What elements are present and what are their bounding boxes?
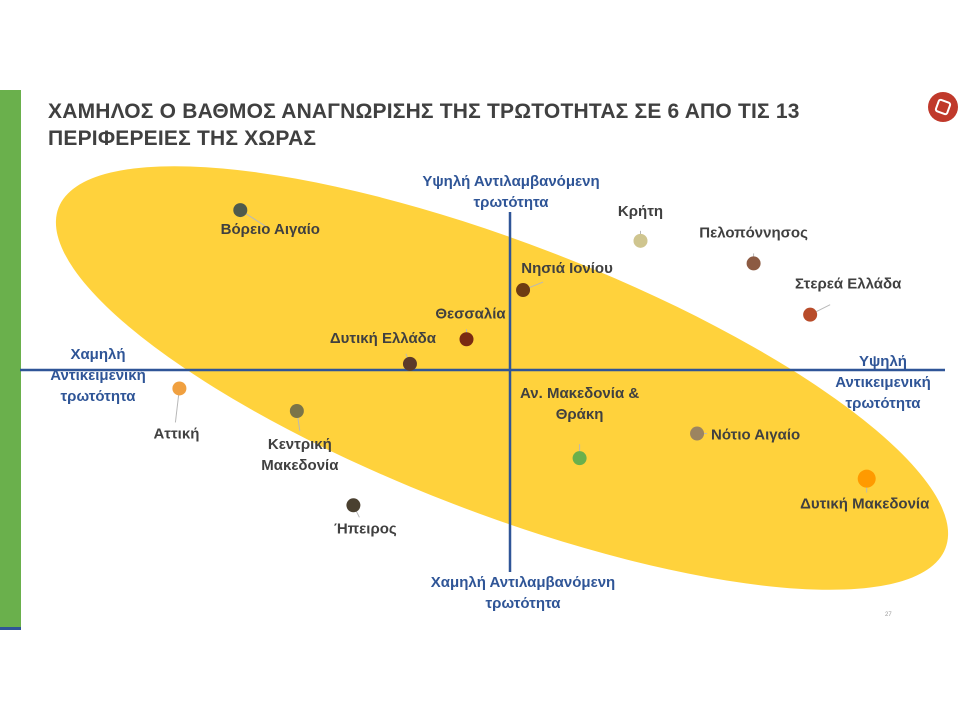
- data-point: [233, 203, 248, 218]
- data-point: [633, 233, 648, 248]
- data-point: [803, 307, 818, 322]
- title-line-2: ΠΕΡΙΦΕΡΕΙΕΣ ΤΗΣ ΧΩΡΑΣ: [48, 127, 317, 150]
- data-point: [402, 356, 417, 371]
- data-point: [289, 404, 304, 418]
- point-label: Κεντρική Μακεδονία: [261, 436, 339, 474]
- highlight-ellipse: [55, 166, 949, 590]
- data-point: [572, 451, 587, 466]
- point-label: Νησιά Ιονίου: [521, 260, 613, 277]
- data-point: [857, 469, 876, 488]
- point-label: Νότιο Αιγαίο: [711, 427, 800, 444]
- axis-label-top: Υψηλή Αντιλαμβανόμενη τρωτότητα: [422, 173, 599, 211]
- data-point: [172, 381, 187, 396]
- organization-logo-icon: [928, 92, 958, 122]
- data-point: [746, 256, 761, 271]
- accent-line: [0, 627, 21, 630]
- point-label: Στερεά Ελλάδα: [795, 276, 902, 293]
- page-number: 27: [885, 612, 892, 618]
- point-label: Πελοπόννησος: [699, 224, 808, 241]
- point-label: Βόρειο Αιγαίο: [221, 221, 320, 238]
- point-label: Ήπειρος: [334, 520, 397, 537]
- slide-title: ΧΑΜΗΛΟΣ Ο ΒΑΘΜΟΣ ΑΝΑΓΝΩΡΙΣΗΣ ΤΗΣ ΤΡΩΤΟΤΗ…: [48, 98, 908, 152]
- data-point: [516, 283, 531, 298]
- data-point: [690, 426, 705, 441]
- point-label: Αν. Μακεδονία & Θράκη: [520, 385, 639, 423]
- axis-labels: Υψηλή Αντιλαμβανόμενη τρωτότητα Χαμηλή Αντ…: [50, 173, 930, 612]
- title-line-1: ΧΑΜΗΛΟΣ Ο ΒΑΘΜΟΣ ΑΝΑΓΝΩΡΙΣΗΣ ΤΗΣ ΤΡΩΤΟΤΗ…: [48, 100, 800, 123]
- data-point: [346, 498, 361, 513]
- axis-label-left: Χαμηλή Αντικειμενική τρωτότητα: [50, 346, 145, 405]
- point-label: Αττική: [153, 425, 199, 442]
- data-points: [172, 203, 876, 513]
- axis-label-right: Υψηλή Αντικειμενική τρωτότητα: [835, 353, 930, 412]
- point-label: Δυτική Μακεδονία: [800, 496, 930, 513]
- point-labels: Βόρειο Αιγαίο Κρήτη Πελοπόννησος Νησιά Ιονί…: [153, 203, 930, 537]
- data-point: [459, 332, 474, 347]
- axis-label-bottom: Χαμηλή Αντιλαμβανόμενη τρωτότητα: [431, 574, 615, 612]
- point-label: Θεσσαλία: [435, 305, 506, 322]
- accent-bar: [0, 90, 21, 627]
- point-label: Κρήτη: [618, 203, 663, 220]
- point-label: Δυτική Ελλάδα: [330, 330, 437, 347]
